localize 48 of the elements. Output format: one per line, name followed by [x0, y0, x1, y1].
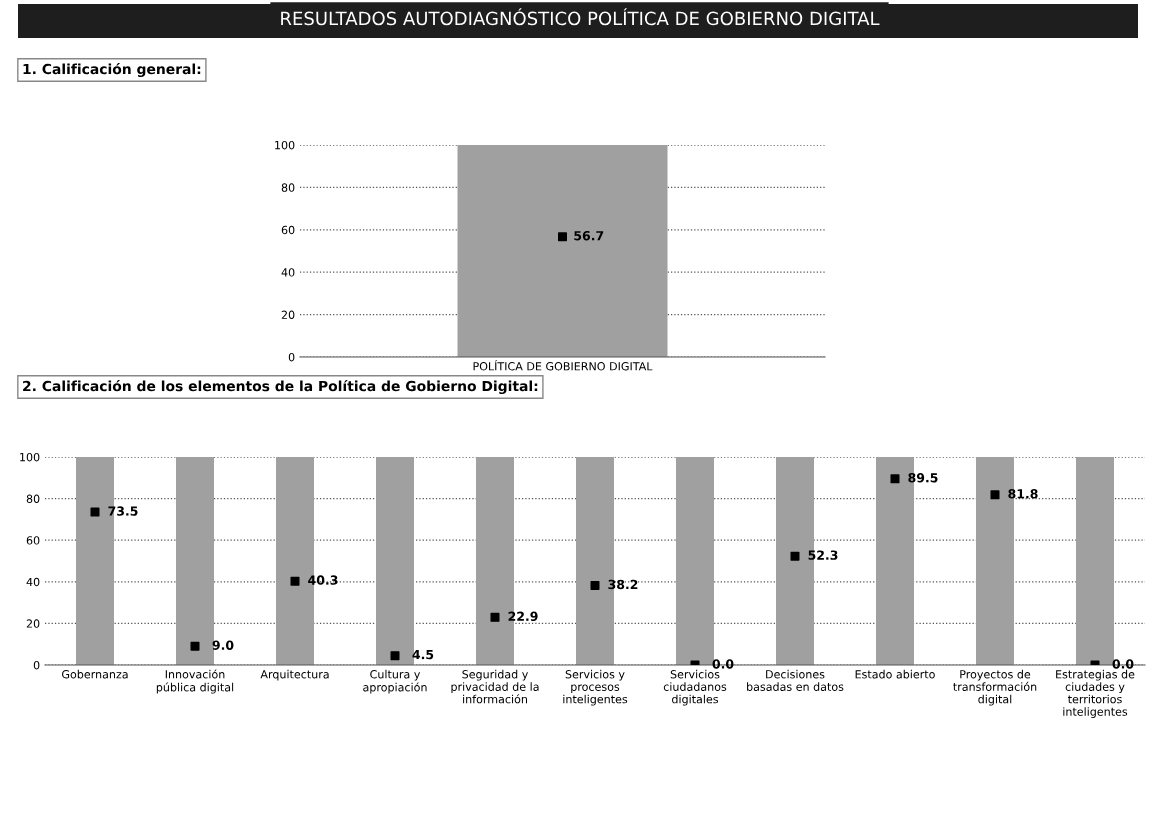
point [390, 651, 400, 661]
point [990, 490, 1000, 500]
point [490, 612, 500, 622]
x-tick-label: Estrategias de ciudades y territorios inteligentes [1056, 669, 1135, 718]
y-tick-label: 80 [26, 494, 40, 503]
y-tick-label: 40 [281, 268, 295, 277]
x-tick-label: Servicios y procesos inteligentes [563, 669, 628, 706]
point [190, 641, 200, 651]
y-tick-label: 40 [26, 577, 40, 587]
data-label: 0.0 [712, 659, 734, 669]
point [290, 576, 300, 586]
chart-title: 2. Calificación de los elementos de la Política de Gobierno Digital: [23, 379, 538, 395]
point [790, 551, 800, 561]
x-tick-label: Servicios ciudadanos digitales [663, 669, 727, 706]
data-label: 9.0 [212, 640, 234, 650]
chart-title: RESULTADOS AUTODIAGNÓSTICO POLÍTICA DE GOBIERNO DIGITAL [281, 8, 880, 26]
data-label: 81.8 [1008, 489, 1038, 499]
data-label: 22.9 [508, 611, 538, 621]
data-label: 40.3 [308, 575, 338, 585]
point [890, 474, 900, 484]
data-label: 4.5 [412, 649, 434, 660]
x-tick-label: Decisiones basadas en datos [747, 669, 844, 691]
data-label: 0.0 [1112, 659, 1134, 669]
point [90, 507, 100, 517]
data-label: 56.7 [574, 230, 604, 241]
x-tick-label: POLÍTICA DE GOBIERNO DIGITAL [473, 360, 653, 371]
x-tick-label: Proyectos de transformación digital [953, 669, 1037, 706]
point [590, 581, 600, 591]
x-tick-label: Seguridad y privacidad de la información [451, 669, 539, 704]
data-label: 89.5 [908, 473, 938, 483]
y-tick-label: 80 [281, 183, 295, 192]
y-tick-label: 0 [33, 660, 40, 670]
data-label: 52.3 [808, 550, 838, 560]
x-tick-label: Gobernanza [62, 669, 128, 679]
y-tick-label: 20 [281, 310, 295, 319]
y-tick-label: 20 [26, 619, 40, 628]
x-tick-label: Cultura y apropiación [363, 669, 427, 694]
y-tick-label: 60 [26, 536, 40, 545]
data-label: 73.5 [108, 506, 138, 516]
y-tick-label: 100 [20, 452, 40, 462]
y-tick-label: 100 [275, 140, 295, 150]
y-tick-label: 0 [288, 352, 295, 362]
x-tick-label: Estado abierto [855, 669, 935, 679]
x-tick-label: Arquitectura [260, 669, 329, 681]
y-tick-label: 60 [281, 225, 295, 235]
x-tick-label: Innovación pública digital [156, 669, 234, 694]
text: 1. Calificación general: [23, 62, 201, 78]
data-label: 38.2 [608, 579, 638, 590]
